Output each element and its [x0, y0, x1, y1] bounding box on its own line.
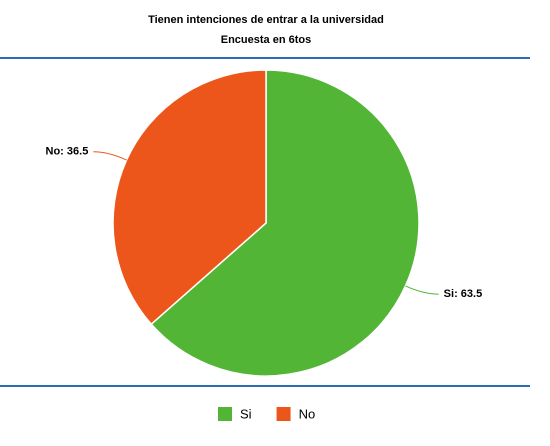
label-connector: [93, 151, 127, 161]
pie-slice: [112, 69, 267, 326]
pie-slice: [150, 69, 420, 377]
legend-label: Si: [240, 406, 252, 421]
legend-label: No: [299, 406, 316, 421]
data-label: No: 36.5: [46, 146, 89, 158]
label-connector: [405, 285, 439, 295]
chart-title: Tienen intenciones de entrar a la univer…: [148, 14, 384, 26]
data-label: Si: 63.5: [444, 288, 483, 300]
legend-swatch: [218, 407, 232, 421]
chart-subtitle: Encuesta en 6tos: [221, 34, 311, 46]
legend-swatch: [276, 407, 291, 421]
